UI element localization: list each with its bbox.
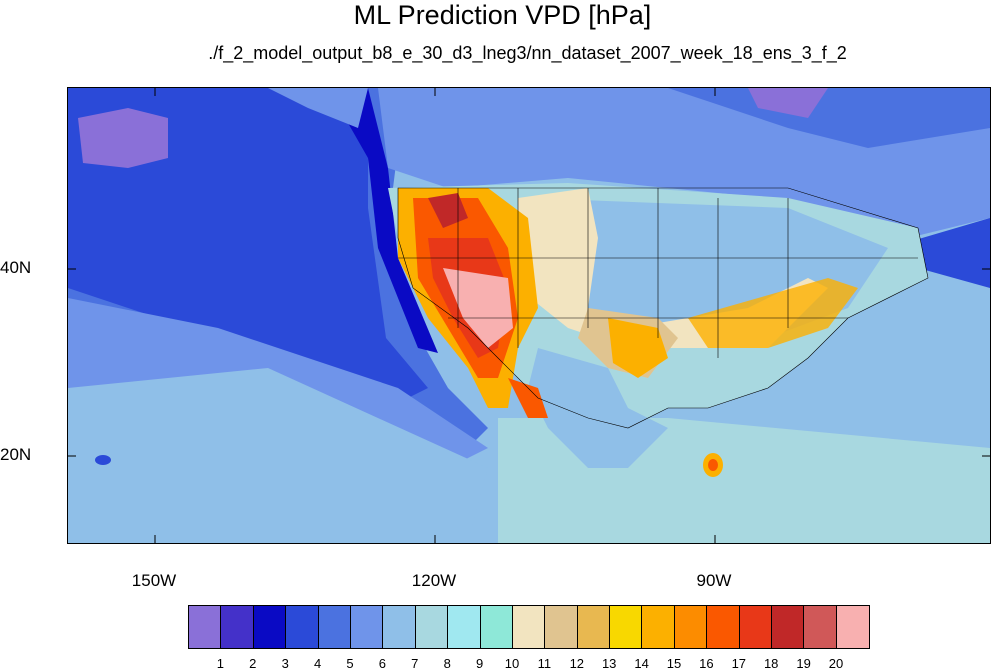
vpd-map-svg (68, 88, 990, 543)
colorbar-swatch (221, 606, 254, 648)
colorbar-swatch (577, 606, 611, 648)
colorbar-swatch (286, 606, 319, 648)
vpd-map (67, 87, 991, 544)
colorbar-tick-label: 11 (537, 656, 552, 671)
colorbar-swatch (480, 606, 513, 648)
colorbar-swatch (383, 606, 416, 648)
colorbar-swatch (350, 606, 384, 648)
colorbar-tick-label: 9 (475, 656, 484, 671)
colorbar-swatch (512, 606, 546, 648)
colorbar-tick-label: 3 (281, 656, 289, 671)
colorbar-swatch (448, 606, 481, 648)
colorbar-tick-label: 19 (796, 656, 811, 671)
lat-label-40n: 40N (0, 258, 32, 277)
colorbar-tick-label: 5 (346, 656, 354, 671)
lon-label-150w: 150W (131, 571, 177, 590)
colorbar-tick-label: 13 (601, 656, 617, 671)
colorbar-swatch (772, 606, 805, 648)
colorbar-tick-label: 16 (699, 656, 714, 671)
colorbar-tick-label: 10 (504, 656, 520, 671)
colorbar-tick-label: 7 (411, 656, 419, 671)
colorbar-swatch (318, 606, 351, 648)
colorbar-swatch (610, 606, 643, 648)
colorbar-swatch (836, 606, 870, 648)
colorbar-swatch (253, 606, 287, 648)
colorbar-tick-label: 8 (443, 656, 451, 671)
colorbar-tick-label: 12 (569, 656, 585, 671)
colorbar-swatch (642, 606, 675, 648)
map-subtitle: ./f_2_model_output_b8_e_30_d3_lneg3/nn_d… (208, 43, 847, 63)
map-title: ML Prediction VPD [hPa] (353, 0, 652, 30)
colorbar-swatch (804, 606, 837, 648)
colorbar-tick-label: 20 (828, 656, 844, 671)
colorbar-swatch (707, 606, 740, 648)
colorbar-tick-label: 2 (249, 656, 257, 671)
colorbar-tick-label: 1 (216, 656, 224, 671)
colorbar-swatch (674, 606, 708, 648)
lon-label-120w: 120W (411, 571, 457, 590)
colorbar-tick-label: 15 (666, 656, 682, 671)
colorbar-tick-label: 17 (731, 656, 747, 671)
lon-label-90w: 90W (696, 571, 732, 590)
colorbar-tick-label: 4 (313, 656, 322, 671)
colorbar-tick-label: 6 (378, 656, 386, 671)
colorbar-swatch (415, 606, 449, 648)
colorbar-tick-label: 18 (763, 656, 779, 671)
lat-label-20n: 20N (0, 445, 32, 464)
colorbar-swatch (189, 606, 222, 648)
colorbar-swatch (545, 606, 578, 648)
colorbar (188, 605, 871, 649)
colorbar-swatch (739, 606, 773, 648)
colorbar-tick-label: 14 (634, 656, 649, 671)
